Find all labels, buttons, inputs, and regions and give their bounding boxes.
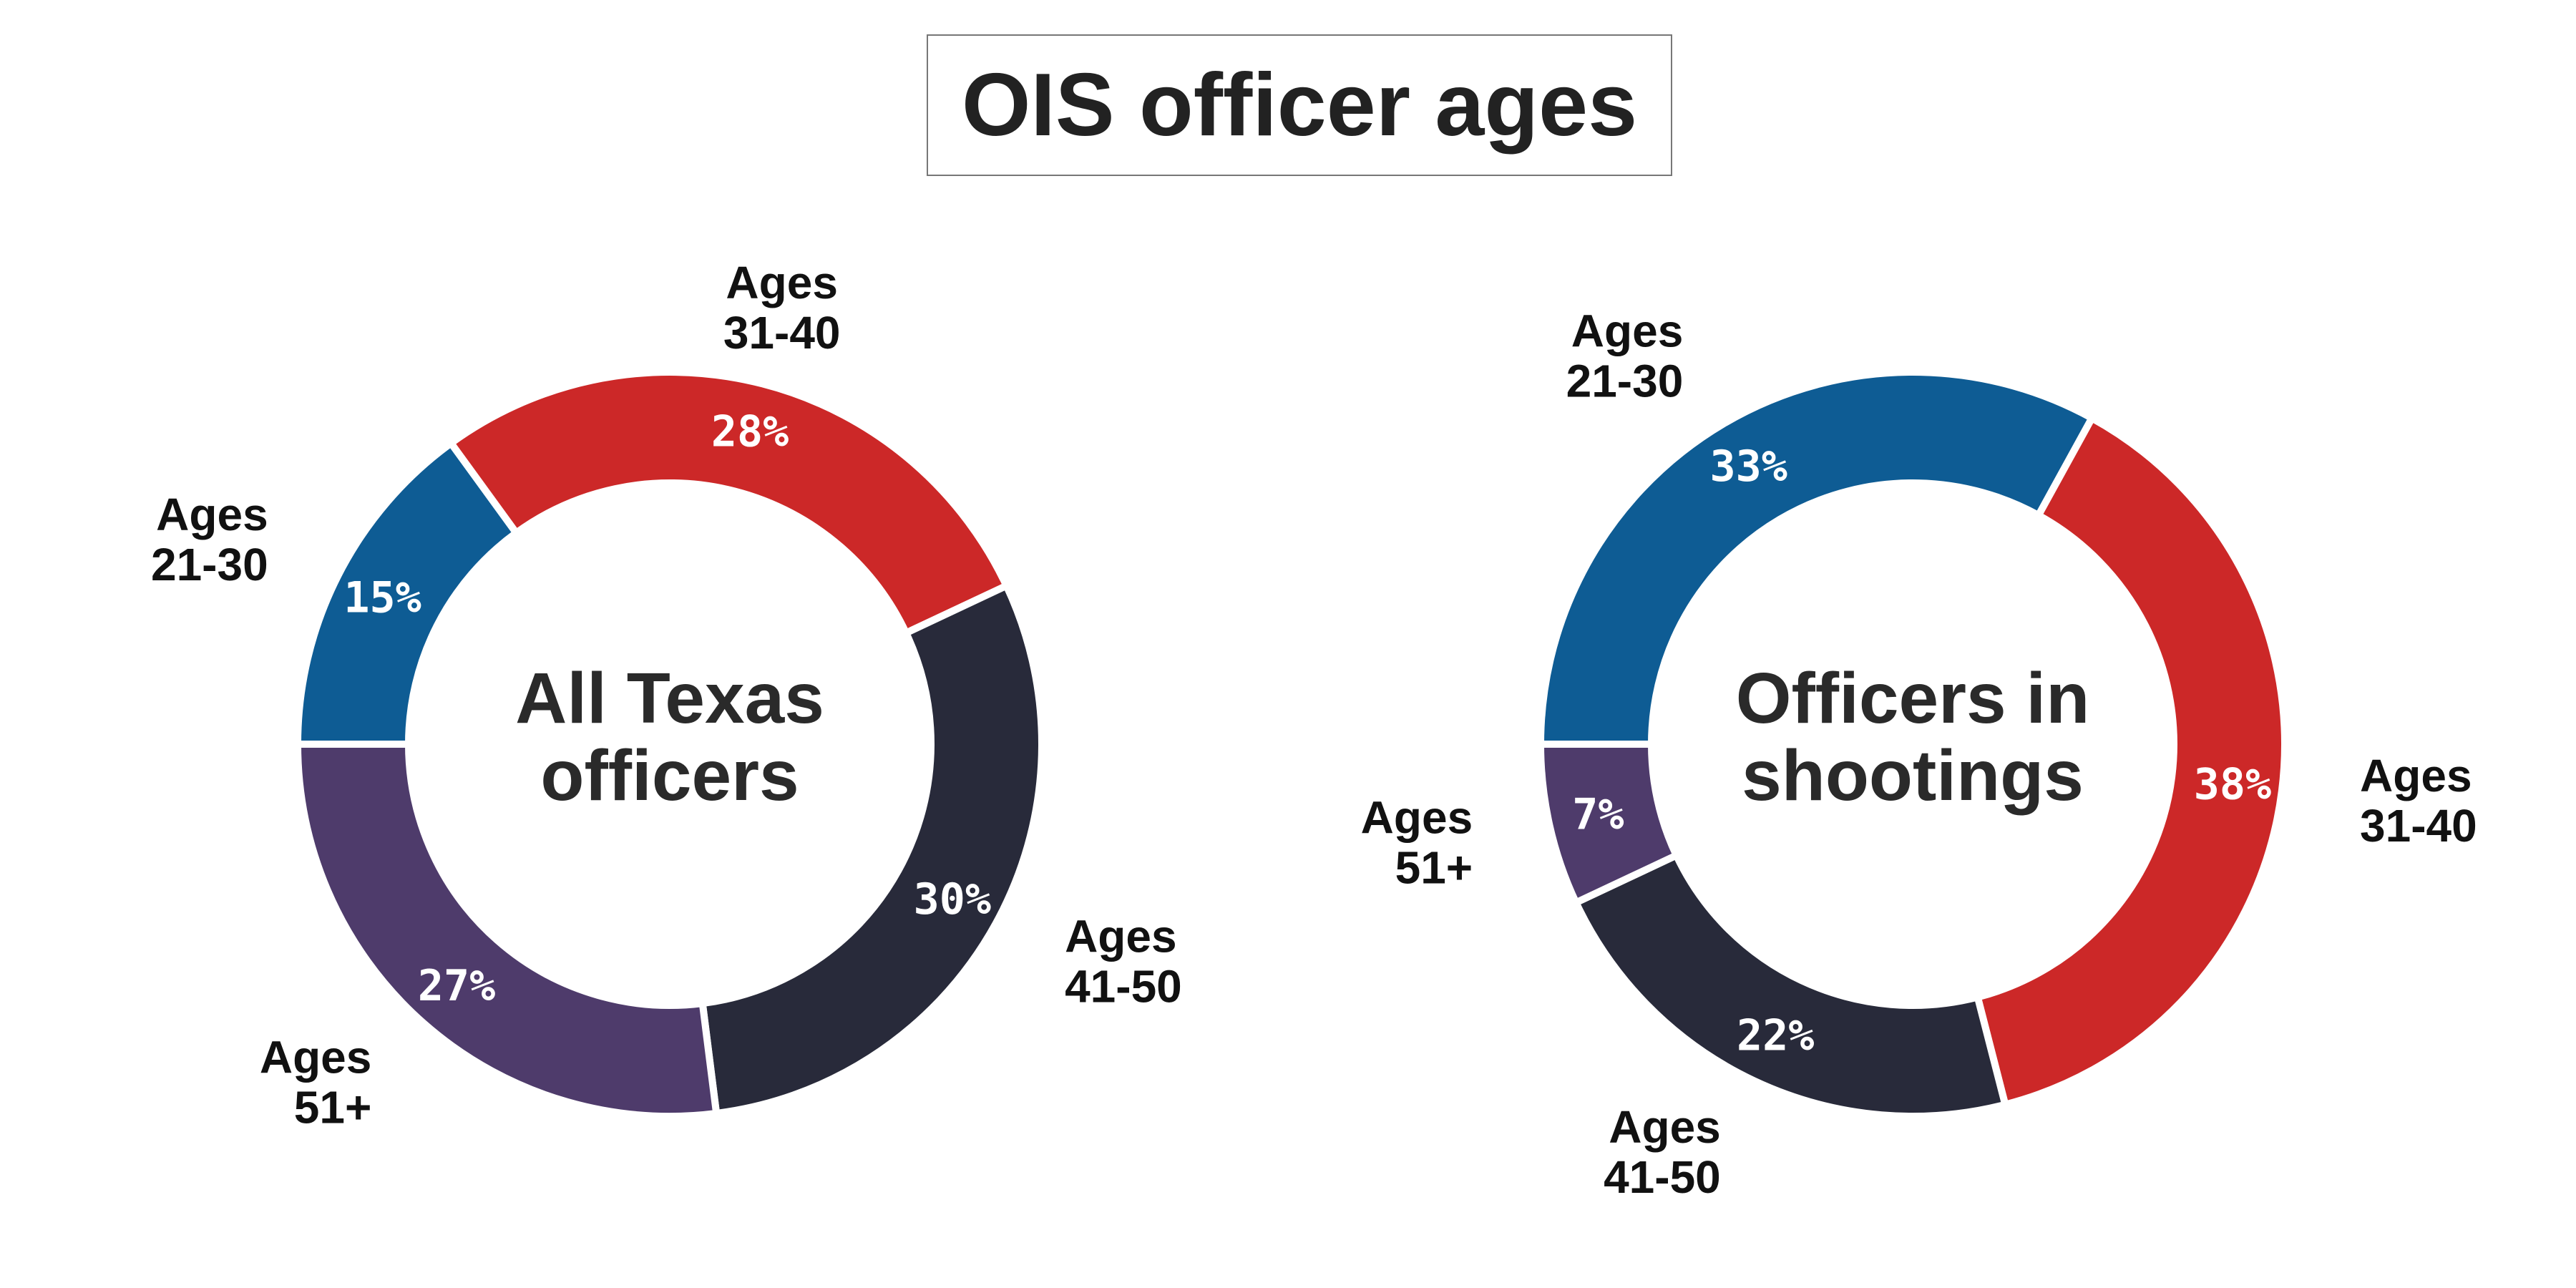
slice-ages-51	[293, 741, 721, 1120]
slice-ages-31-40	[446, 369, 1012, 638]
category-label-ages-31-40: Ages 31-40	[2360, 750, 2477, 852]
center-label: All Texas officers	[515, 658, 824, 816]
category-label-ages-51: Ages 51+	[1361, 791, 1473, 893]
chart-title: OIS officer ages	[961, 56, 1638, 155]
category-label-ages-31-40-line: Ages	[2360, 750, 2472, 801]
category-label-ages-41-50-line: Ages	[1065, 911, 1177, 962]
category-label-ages-41-50-line: Ages	[1609, 1101, 1721, 1153]
category-label-ages-21-30-line: 21-30	[1566, 356, 1684, 407]
pct-label-ages-31-40: 28%	[711, 407, 789, 457]
slice-ages-51	[1536, 741, 1682, 908]
slice-ages-31-40	[1973, 413, 2288, 1109]
center-label-line: All Texas	[515, 658, 824, 738]
category-label-ages-21-30-line: 21-30	[151, 539, 268, 590]
category-label-ages-51: Ages 51+	[260, 1032, 372, 1133]
pct-label-ages-41-50: 22%	[1737, 1011, 1814, 1061]
pct-label-ages-21-30: 33%	[1709, 441, 1787, 492]
category-label-ages-31-40-line: 31-40	[723, 307, 841, 358]
chart-title-box: OIS officer ages	[927, 34, 1672, 176]
category-label-ages-51-line: Ages	[260, 1032, 372, 1083]
category-label-ages-31-40-line: 31-40	[2360, 800, 2477, 852]
pct-label-ages-51: 7%	[1572, 789, 1624, 839]
category-label-ages-21-30: Ages 21-30	[151, 489, 268, 590]
category-label-ages-41-50-line: 41-50	[1604, 1151, 1721, 1203]
center-label-line: shootings	[1742, 736, 2084, 816]
category-label-ages-41-50-line: 41-50	[1065, 961, 1182, 1013]
center-label-line: Officers in	[1736, 658, 2090, 738]
category-label-ages-51-line: Ages	[1361, 791, 1473, 843]
center-label: Officers in shootings	[1736, 658, 2090, 816]
category-label-ages-41-50: Ages 41-50	[1065, 911, 1182, 1013]
category-label-ages-41-50: Ages 41-50	[1604, 1101, 1721, 1203]
category-label-ages-51-line: 51+	[1395, 841, 1473, 893]
slice-ages-41-50	[1571, 850, 2010, 1120]
pct-label-ages-51: 27%	[418, 961, 495, 1011]
category-label-ages-31-40-line: Ages	[726, 257, 838, 308]
pct-label-ages-31-40: 38%	[2194, 759, 2271, 809]
category-label-ages-21-30-line: Ages	[156, 489, 268, 540]
pct-label-ages-21-30: 15%	[343, 572, 421, 623]
center-label-line: officers	[540, 736, 799, 816]
slice-ages-41-50	[698, 580, 1045, 1118]
category-label-ages-21-30-line: Ages	[1571, 306, 1684, 357]
category-label-ages-21-30: Ages 21-30	[1566, 306, 1684, 407]
category-label-ages-31-40: Ages 31-40	[723, 257, 841, 358]
category-label-ages-51-line: 51+	[294, 1082, 372, 1133]
slice-ages-21-30	[1536, 369, 2097, 748]
pct-label-ages-41-50: 30%	[914, 874, 991, 924]
